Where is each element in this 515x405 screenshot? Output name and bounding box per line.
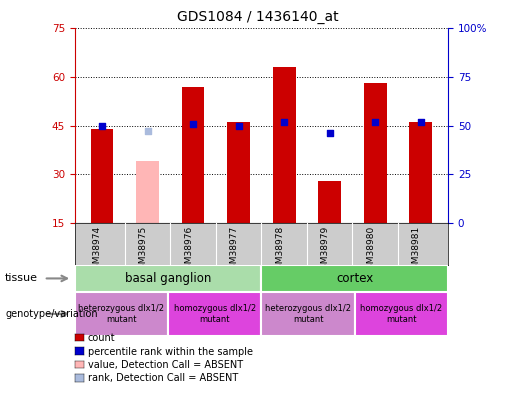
Point [234,122,243,129]
Point [325,130,334,136]
Text: basal ganglion: basal ganglion [125,272,211,285]
Text: cortex: cortex [336,272,373,285]
Text: homozygous dlx1/2
mutant: homozygous dlx1/2 mutant [174,304,256,324]
Point [98,122,106,129]
Text: value, Detection Call = ABSENT: value, Detection Call = ABSENT [88,360,243,370]
Point [280,118,288,125]
Text: GSM38979: GSM38979 [321,226,330,275]
Bar [75,292,168,336]
Text: GDS1084 / 1436140_at: GDS1084 / 1436140_at [177,10,338,24]
Text: percentile rank within the sample: percentile rank within the sample [88,347,252,356]
Text: GSM38980: GSM38980 [366,226,375,275]
Point [189,120,197,127]
Text: GSM38978: GSM38978 [275,226,284,275]
Bar [364,83,387,223]
Text: GSM38981: GSM38981 [411,226,421,275]
Text: count: count [88,333,115,343]
Text: heterozygous dlx1/2
mutant: heterozygous dlx1/2 mutant [78,304,164,324]
Text: GSM38975: GSM38975 [139,226,147,275]
Text: heterozygous dlx1/2
mutant: heterozygous dlx1/2 mutant [265,304,351,324]
Text: GSM38976: GSM38976 [184,226,193,275]
Bar [136,161,159,223]
Bar [91,129,113,223]
Bar [261,265,448,292]
Bar [318,181,341,223]
Text: genotype/variation: genotype/variation [5,309,98,319]
Point [371,118,380,125]
Bar [168,292,261,336]
Text: rank, Detection Call = ABSENT: rank, Detection Call = ABSENT [88,373,238,383]
Text: GSM38974: GSM38974 [93,226,102,275]
Point [143,128,151,134]
Bar [409,122,432,223]
Bar [273,67,296,223]
Text: homozygous dlx1/2
mutant: homozygous dlx1/2 mutant [360,304,442,324]
Point [417,118,425,125]
Bar [182,87,204,223]
Bar [355,292,448,336]
Bar [261,292,355,336]
Text: tissue: tissue [5,273,38,283]
Text: GSM38977: GSM38977 [230,226,238,275]
Bar [75,265,261,292]
Bar [227,122,250,223]
